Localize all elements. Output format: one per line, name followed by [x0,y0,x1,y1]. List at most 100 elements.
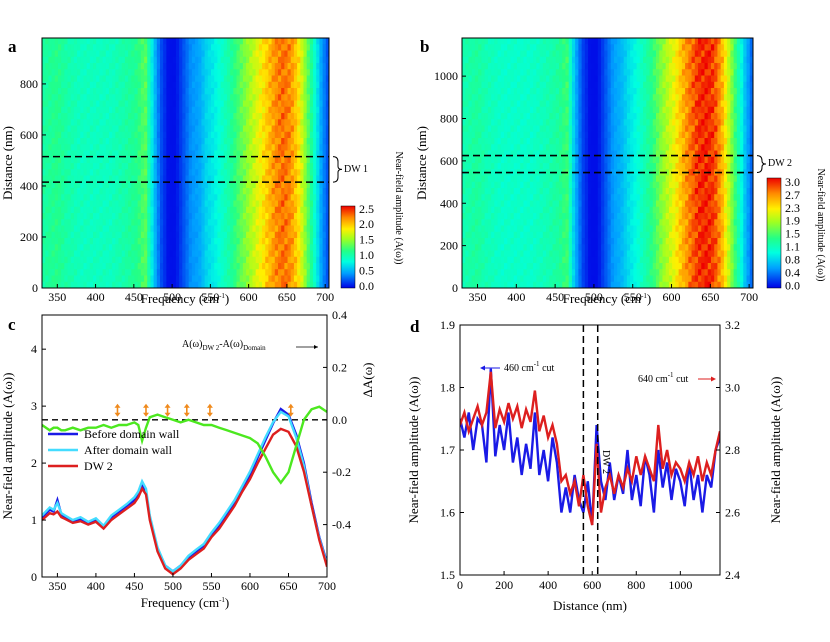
heatmap-cell [300,194,305,202]
heatmap-cell [124,231,129,239]
heatmap-cell [484,138,489,145]
heatmap-cell [220,119,225,127]
heatmap-cell [546,38,550,45]
heatmap-cell [277,125,282,133]
heatmap-cell [474,113,479,120]
heatmap-cell [239,94,244,102]
heatmap-cell [185,175,190,183]
heatmap-cell [513,225,518,233]
heatmap-cell [67,38,72,45]
heatmap-cell [249,250,254,258]
heatmap-cell [504,100,508,108]
heatmap-cell [217,69,222,77]
heatmap-cell [137,119,142,127]
heatmap-cell [217,275,222,283]
heatmap-cell [504,231,508,239]
heatmap-cell [153,56,158,64]
heatmap-cell [89,150,94,158]
heatmap-cell [504,138,508,145]
heatmap-cell [211,150,215,158]
heatmap-cell [284,256,289,264]
heatmap-cell [108,213,113,220]
heatmap-cell [169,44,174,52]
heatmap-cell [249,125,254,133]
heatmap-cell [115,138,120,145]
heatmap-cell [322,188,327,195]
heatmap-cell [211,225,215,233]
heatmap-cell [115,131,120,139]
heatmap-cell [195,156,199,164]
heatmap-cell [300,138,305,145]
heatmap-cell [539,244,544,252]
heatmap-cell [134,106,139,114]
heatmap-cell [48,238,53,245]
heatmap-cell [67,81,72,89]
heatmap-cell [313,275,317,283]
heatmap-cell [309,113,314,120]
heatmap-cell [172,256,177,264]
heatmap-cell [271,206,276,214]
heatmap-cell [565,63,570,70]
heatmap-cell [169,169,174,177]
heatmap-cell [565,200,570,208]
heatmap-cell [297,200,301,208]
heatmap-cell [166,38,171,45]
heatmap-cell [175,206,180,214]
heatmap-cell [258,213,263,220]
heatmap-cell [287,163,292,170]
heatmap-cell [99,206,104,214]
heatmap-cell [293,219,298,227]
heatmap-cell [246,225,250,233]
heatmap-cell [549,131,554,139]
heatmap-cell [507,213,512,220]
heatmap-cell [169,263,174,270]
heatmap-cell [153,219,158,227]
heatmap-cell [102,75,107,83]
heatmap-cell [175,69,180,77]
heatmap-cell [96,113,100,120]
heatmap-cell [51,263,56,270]
heatmap-cell [99,219,104,227]
heatmap-cell [169,131,174,139]
heatmap-cell [118,88,123,95]
heatmap-cell [262,88,266,95]
heatmap-cell [73,225,78,233]
heatmap-cell [542,238,547,245]
heatmap-cell [462,244,466,252]
heatmap-cell [516,38,521,45]
heatmap-cell [546,181,550,189]
heatmap-cell [67,150,72,158]
heatmap-cell [529,200,534,208]
heatmap-cell [131,63,136,70]
heatmap-cell [526,138,531,145]
heatmap-cell [526,256,531,264]
heatmap-cell [507,200,512,208]
heatmap-cell [169,144,174,152]
heatmap-cell [204,56,209,64]
heatmap-cell [536,88,541,95]
heatmap-cell [134,169,139,177]
heatmap-cell [61,88,65,95]
heatmap-cell [484,200,489,208]
heatmap-cell [319,69,324,77]
heatmap-cell [163,200,167,208]
heatmap-cell [322,238,327,245]
heatmap-cell [201,238,206,245]
heatmap-cell [131,269,136,277]
heatmap-cell [198,75,203,83]
heatmap-cell [45,69,49,77]
heatmap-cell [115,38,120,45]
heatmap-cell [230,269,234,277]
heatmap-cell [242,194,247,202]
heatmap-cell [198,231,203,239]
heatmap-cell [166,213,171,220]
heatmap-cell [179,44,183,52]
heatmap-cell [77,94,81,102]
heatmap-cell [507,100,512,108]
heatmap-cell [516,175,521,183]
heatmap-cell [529,225,534,233]
heatmap-cell [57,194,62,202]
heatmap-cell [500,50,505,58]
heatmap-cell [468,144,473,152]
heatmap-cell [562,213,567,220]
